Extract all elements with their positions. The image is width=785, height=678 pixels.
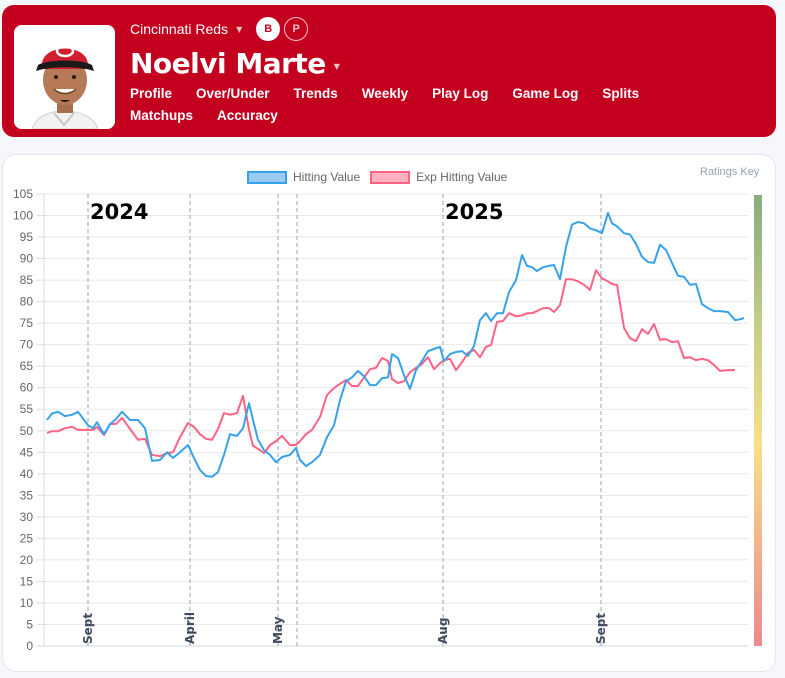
team-dropdown-caret-icon[interactable]: ▼ [236, 24, 243, 34]
player-header: Cincinnati Reds ▼ B P Noelvi Marte ▼ Pro… [2, 5, 776, 137]
nav-over-under[interactable]: Over/Under [196, 86, 270, 101]
y-tick-label: 65 [20, 359, 34, 373]
y-tick-label: 90 [20, 252, 34, 266]
legend-swatch-hitting[interactable] [247, 170, 287, 184]
month-marker-label: Sept [81, 613, 95, 644]
team-row: Cincinnati Reds ▼ B P [130, 17, 312, 41]
exp-hitting-value-line [46, 269, 735, 458]
nav-play-log[interactable]: Play Log [432, 86, 489, 101]
y-tick-label: 95 [20, 230, 34, 244]
y-tick-label: 105 [13, 187, 33, 201]
ratings-key-label: Ratings Key [700, 166, 760, 178]
y-axis-ticks: 0 5 10 15 20 25 30 35 40 45 50 55 60 65 70 75 80 85 90 95 10… [13, 187, 44, 653]
y-tick-label: 35 [20, 488, 34, 502]
hitting-value-line [46, 211, 745, 478]
y-tick-label: 80 [20, 295, 34, 309]
month-marker-label: Sept [594, 613, 608, 644]
month-marker-label: April [183, 612, 197, 644]
chart-grid [43, 193, 748, 647]
pitcher-badge[interactable]: P [284, 17, 309, 41]
y-tick-label: 45 [20, 445, 34, 459]
legend-swatch-exp-hitting[interactable] [370, 170, 411, 184]
team-name[interactable]: Cincinnati Reds [130, 21, 229, 37]
y-tick-label: 5 [26, 617, 33, 631]
y-tick-label: 30 [20, 510, 34, 524]
player-nav: Profile Over/Under Trends Weekly Play Lo… [130, 85, 750, 125]
legend-label-hitting[interactable]: Hitting Value [293, 170, 361, 184]
trends-chart-card [2, 154, 776, 672]
nav-splits[interactable]: Splits [602, 86, 640, 101]
y-tick-label: 55 [20, 402, 34, 416]
y-tick-label: 100 [13, 209, 33, 223]
nav-matchups[interactable]: Matchups [130, 108, 194, 123]
player-photo [14, 25, 115, 129]
y-tick-label: 60 [20, 381, 34, 395]
y-tick-label: 75 [20, 316, 34, 330]
chart-legend: Hitting Value Exp Hitting Value [247, 170, 517, 184]
nav-trends[interactable]: Trends [293, 86, 338, 101]
y-tick-label: 50 [20, 424, 34, 438]
player-name-row[interactable]: Noelvi Marte ▼ [130, 47, 340, 80]
year-label: 2025 [445, 200, 503, 224]
y-tick-label: 20 [20, 553, 34, 567]
month-marker-lines [87, 194, 602, 646]
month-marker-label: May [271, 616, 285, 644]
player-dropdown-caret-icon[interactable]: ▼ [333, 62, 340, 71]
chart-annotations: Sept April May Aug Sept 2024 2025 [81, 200, 608, 644]
month-marker-label: Aug [436, 618, 450, 644]
player-headshot-icon [14, 25, 115, 129]
y-tick-label: 10 [20, 596, 34, 610]
y-tick-label: 25 [20, 531, 34, 545]
player-name: Noelvi Marte [130, 47, 326, 80]
y-tick-label: 85 [20, 273, 34, 287]
nav-accuracy[interactable]: Accuracy [217, 108, 278, 123]
y-tick-label: 40 [20, 467, 34, 481]
y-tick-label: 70 [20, 338, 34, 352]
nav-game-log[interactable]: Game Log [512, 86, 579, 101]
year-label: 2024 [90, 200, 148, 224]
y-tick-label: 15 [20, 574, 34, 588]
ratings-key-gradient [754, 195, 762, 646]
y-tick-label: 0 [26, 639, 33, 653]
nav-profile[interactable]: Profile [130, 86, 173, 101]
nav-weekly[interactable]: Weekly [361, 86, 409, 101]
legend-label-exp-hitting[interactable]: Exp Hitting Value [416, 170, 508, 184]
batter-badge[interactable]: B [256, 17, 281, 41]
